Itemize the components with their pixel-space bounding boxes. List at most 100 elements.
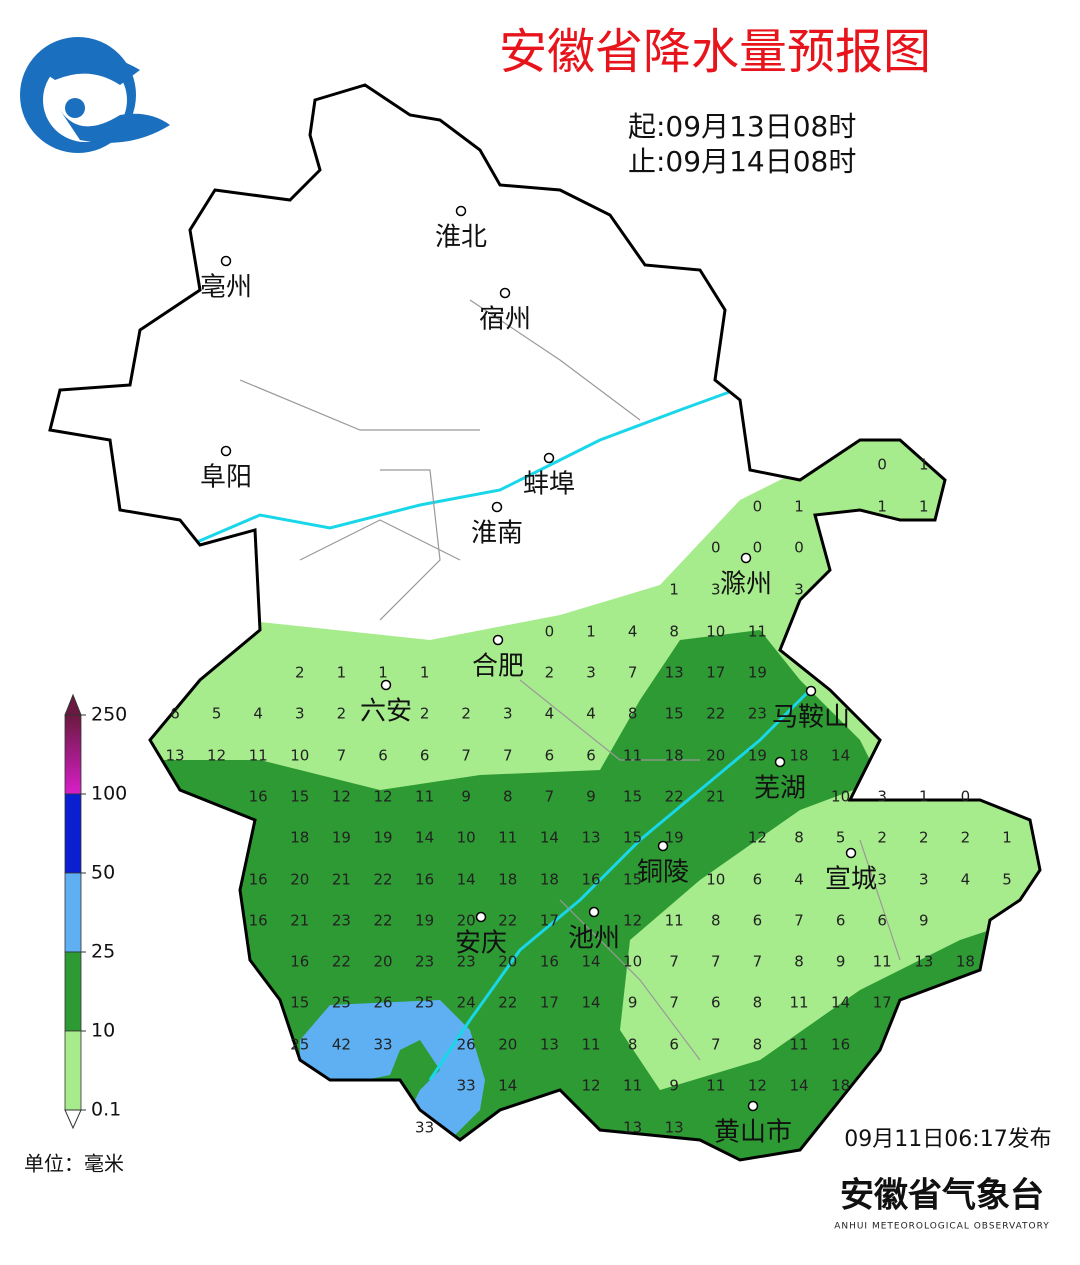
rain-value: 15	[290, 788, 309, 806]
rain-value: 1	[794, 498, 804, 516]
rain-value: 25	[290, 1036, 309, 1054]
rain-value: 16	[249, 912, 268, 930]
rain-value: 21	[706, 788, 725, 806]
rain-value: 19	[415, 912, 434, 930]
rain-value: 21	[332, 871, 351, 889]
rain-value: 6	[711, 994, 721, 1012]
city-dot	[845, 847, 857, 859]
rain-value: 18	[498, 871, 517, 889]
legend-tick-label: 10	[91, 1020, 115, 1042]
rain-value: 9	[628, 994, 638, 1012]
rain-value: 2	[420, 705, 430, 723]
rain-value: 1	[337, 664, 347, 682]
rain-value: 9	[669, 1077, 679, 1095]
city-label: 芜湖	[754, 774, 806, 804]
rain-value: 2	[545, 664, 555, 682]
rain-value: 3	[877, 871, 887, 889]
rain-value: 23	[415, 953, 434, 971]
rain-value: 17	[540, 912, 559, 930]
rain-value: 15	[623, 871, 642, 889]
rain-value: 7	[503, 747, 513, 765]
rain-value: 7	[669, 994, 679, 1012]
rain-value: 13	[665, 664, 684, 682]
rain-value: 1	[919, 498, 929, 516]
rain-value: 25	[332, 994, 351, 1012]
legend-top-cap	[64, 693, 82, 716]
city-dot	[747, 1100, 759, 1112]
rain-value: 11	[498, 829, 517, 847]
city-label: 阜阳	[200, 463, 252, 493]
rain-value: 0	[961, 788, 971, 806]
rain-value: 9	[461, 788, 471, 806]
rain-value: 26	[457, 1036, 476, 1054]
city-label: 安庆	[455, 929, 507, 959]
city-label: 六安	[360, 697, 412, 727]
rain-value: 33	[457, 1077, 476, 1095]
zone-heavy	[300, 1000, 485, 1140]
rain-value: 8	[503, 788, 513, 806]
city-label: 合肥	[472, 652, 524, 682]
rain-value: 19	[665, 829, 684, 847]
publish-time: 09月11日06:17发布	[844, 1127, 1051, 1152]
rain-value: 14	[415, 829, 434, 847]
rain-value: 12	[623, 912, 642, 930]
city-label: 滁州	[720, 570, 772, 600]
rain-value: 19	[373, 829, 392, 847]
rain-value: 13	[540, 1036, 559, 1054]
legend-swatch	[64, 872, 82, 953]
rain-value: 13	[665, 1119, 684, 1137]
rain-value: 8	[753, 1036, 763, 1054]
rain-value: 3	[711, 581, 721, 599]
rain-value: 3	[919, 871, 929, 889]
rain-value: 20	[706, 747, 725, 765]
rain-value: 3	[586, 664, 596, 682]
city-label: 铜陵	[637, 858, 689, 888]
rain-value: 1	[586, 623, 596, 641]
end-time: 止:09月14日08时	[628, 145, 856, 178]
rain-value: 12	[581, 1077, 600, 1095]
city-label: 亳州	[200, 273, 252, 303]
rain-value: 15	[623, 788, 642, 806]
rain-value: 1	[669, 581, 679, 599]
rain-value: 10	[290, 747, 309, 765]
legend-tick-label: 0.1	[91, 1099, 121, 1121]
rain-value: 5	[1002, 871, 1012, 889]
rain-value: 21	[290, 912, 309, 930]
rain-value: 23	[457, 953, 476, 971]
logo	[20, 37, 170, 153]
rain-value: 4	[628, 623, 638, 641]
rain-value: 11	[665, 912, 684, 930]
rain-value: 1	[877, 498, 887, 516]
rain-value: 33	[415, 1119, 434, 1137]
rain-value: 17	[540, 994, 559, 1012]
city-label: 蚌埠	[523, 470, 575, 500]
rain-value: 19	[748, 747, 767, 765]
rain-value: 3	[295, 705, 305, 723]
rain-value: 6	[753, 912, 763, 930]
rain-value: 8	[794, 953, 804, 971]
city-dot	[492, 634, 504, 646]
rain-value: 9	[836, 953, 846, 971]
rain-value: 4	[253, 705, 263, 723]
rain-value: 6	[836, 912, 846, 930]
rain-value: 6	[586, 747, 596, 765]
rain-value: 13	[914, 953, 933, 971]
rain-value: 5	[836, 829, 846, 847]
rain-value: 1	[1002, 829, 1012, 847]
rain-value: 1	[378, 664, 388, 682]
rain-value: 18	[540, 871, 559, 889]
rain-value: 2	[461, 705, 471, 723]
rain-value: 14	[789, 1077, 808, 1095]
rain-value: 4	[586, 705, 596, 723]
city-label: 宿州	[479, 305, 531, 335]
rain-value: 14	[581, 994, 600, 1012]
rain-value: 13	[165, 747, 184, 765]
rain-value: 22	[373, 912, 392, 930]
legend-tick-label: 50	[91, 862, 115, 884]
rain-value: 4	[961, 871, 971, 889]
rain-value: 7	[461, 747, 471, 765]
city-dot	[657, 840, 669, 852]
rain-value: 14	[498, 1077, 517, 1095]
legend-swatch	[64, 1030, 82, 1111]
